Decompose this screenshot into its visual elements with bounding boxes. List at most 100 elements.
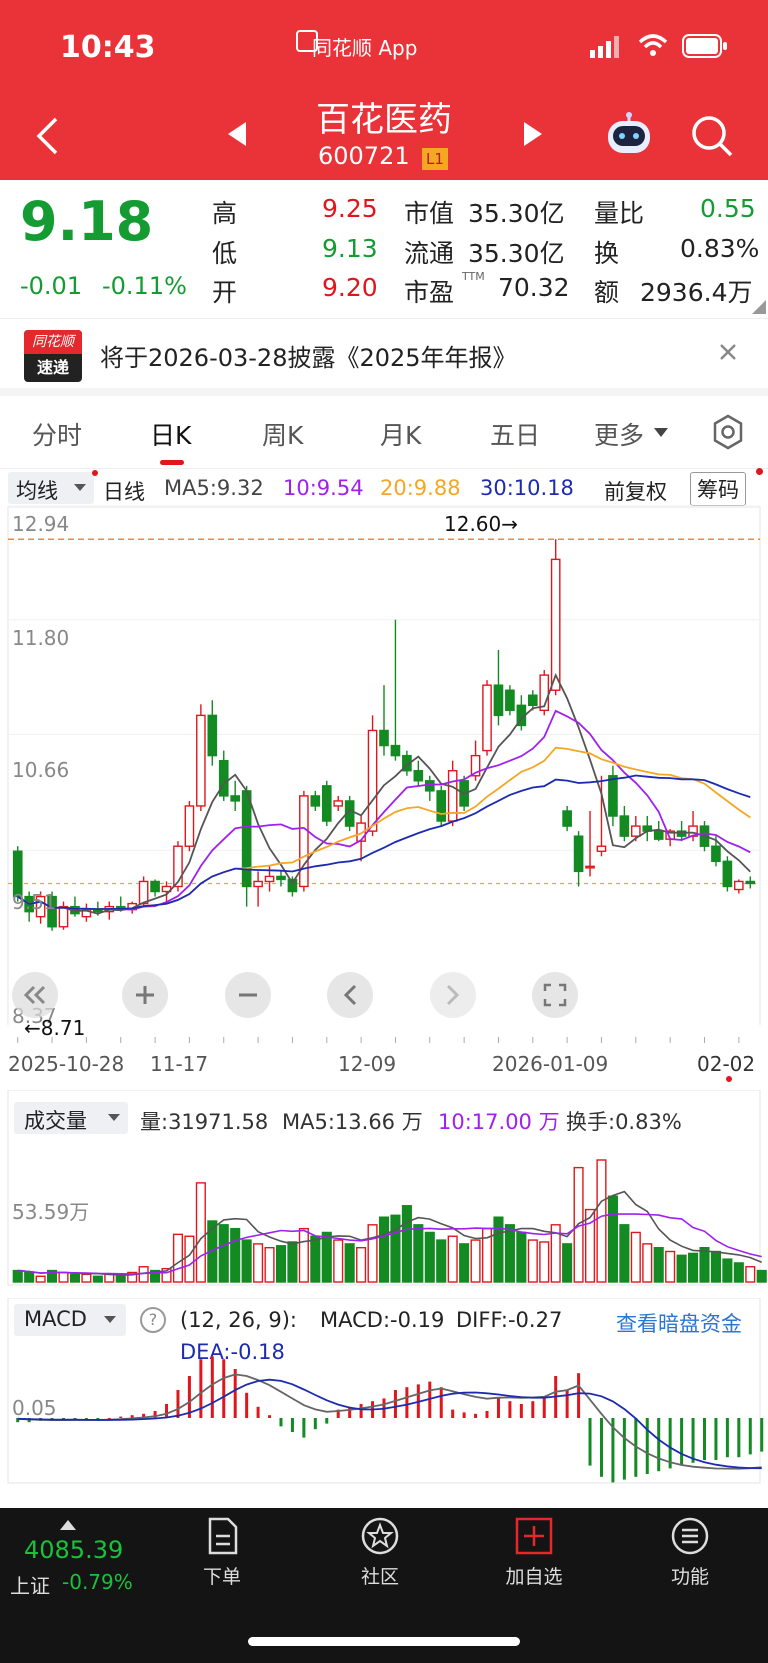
low-value: 9.13 <box>322 234 378 263</box>
high-value: 9.25 <box>322 194 378 223</box>
fullscreen-button[interactable] <box>532 972 578 1018</box>
x-label-1: 11-17 <box>150 1052 209 1076</box>
scroll-left-button[interactable] <box>12 972 58 1018</box>
volume-bar <box>161 1267 172 1283</box>
tab-five-day[interactable]: 五日 <box>490 421 541 450</box>
macd-bar <box>325 1418 329 1424</box>
volume-bar <box>92 1275 103 1283</box>
macd-bar <box>16 1418 20 1423</box>
candle-body <box>207 714 218 757</box>
macd-chart[interactable] <box>0 1298 768 1484</box>
ma20-value: 20:9.88 <box>380 476 461 500</box>
volume-value: 量:31971.58 <box>140 1110 269 1134</box>
robot-assistant-icon[interactable] <box>604 112 654 158</box>
candle-body <box>585 865 595 869</box>
expand-up-icon[interactable] <box>60 1520 76 1530</box>
volume-bar <box>253 1243 264 1283</box>
tab-monthly-k[interactable]: 月K <box>380 421 422 450</box>
zoom-in-button[interactable] <box>122 972 168 1018</box>
notice-text[interactable]: 将于2026-03-28披露《2025年年报》 <box>100 344 517 372</box>
float-label: 流通 <box>404 239 455 268</box>
prev-candle-button[interactable] <box>327 972 373 1018</box>
volume-bar <box>630 1231 641 1283</box>
float-value: 35.30亿 <box>468 239 565 268</box>
order-button[interactable]: 下单 <box>172 1516 272 1596</box>
prev-stock-icon[interactable] <box>226 120 248 148</box>
next-stock-icon[interactable] <box>522 120 544 148</box>
expand-corner-icon[interactable] <box>752 300 766 314</box>
candle-body <box>527 694 538 707</box>
status-time: 10:43 <box>60 30 156 65</box>
chevron-right-icon <box>446 984 460 1006</box>
volume-bar <box>607 1195 618 1283</box>
ma5-line <box>17 672 751 915</box>
kline-chart[interactable] <box>0 505 768 1025</box>
volume-ma10-line <box>17 1213 762 1275</box>
divider <box>0 318 768 319</box>
tab-weekly-k[interactable]: 周K <box>262 421 304 450</box>
divider <box>0 468 768 469</box>
candle-body <box>310 795 321 807</box>
volume-bar <box>493 1216 504 1283</box>
volume-bar <box>195 1182 206 1283</box>
volume-bar <box>539 1241 550 1283</box>
macd-bar <box>439 1387 443 1418</box>
macd-bar <box>96 1418 100 1420</box>
candle-body <box>367 729 378 832</box>
ma30-value: 30:10.18 <box>480 476 574 500</box>
change-pct: -0.11% <box>102 272 187 300</box>
volume-bar <box>241 1239 252 1283</box>
pe-ttm-sup: TTM <box>462 270 485 283</box>
macd-bar <box>737 1418 741 1458</box>
search-icon[interactable] <box>690 114 734 158</box>
candle-body <box>402 754 412 772</box>
volume-bar <box>47 1269 58 1283</box>
macd-bar <box>725 1418 729 1458</box>
volume-chart[interactable] <box>0 1090 768 1286</box>
mktcap-value: 35.30亿 <box>468 199 565 228</box>
amount-label: 额 <box>594 278 620 307</box>
macd-bar <box>359 1404 363 1418</box>
battery-icon <box>682 34 727 58</box>
macd-bar <box>542 1398 546 1418</box>
back-icon[interactable] <box>34 116 60 156</box>
add-watchlist-button[interactable]: 加自选 <box>484 1516 584 1596</box>
tab-more[interactable]: 更多 <box>594 421 645 450</box>
macd-bar <box>393 1390 397 1418</box>
community-button[interactable]: 社区 <box>330 1516 430 1596</box>
candle-body <box>184 805 195 847</box>
chips-button[interactable]: 筹码 <box>690 472 746 506</box>
index-value[interactable]: 4085.39 <box>24 1536 124 1564</box>
macd-lines <box>17 1373 762 1470</box>
tab-daily-k[interactable]: 日K <box>150 421 192 450</box>
status-app-name: 同花顺 App <box>312 36 418 60</box>
dark-pool-link[interactable]: 查看暗盘资金 <box>616 1312 742 1336</box>
close-icon[interactable] <box>718 342 738 362</box>
volume-ma-lines <box>17 1190 762 1276</box>
macd-bar <box>645 1418 649 1474</box>
candle-body <box>722 860 733 888</box>
volume-selector[interactable]: 成交量 <box>14 1102 128 1134</box>
volume-bar <box>470 1239 481 1283</box>
macd-selector[interactable]: MACD <box>14 1304 126 1336</box>
volume-bar <box>35 1275 46 1283</box>
x-axis-ticks <box>17 1037 740 1043</box>
volume-frame <box>7 1090 761 1286</box>
kline-grid <box>8 505 760 851</box>
more-caret-icon[interactable] <box>654 428 668 438</box>
macd-bar <box>199 1359 203 1418</box>
macd-bar <box>187 1376 191 1418</box>
macd-bar <box>565 1390 569 1418</box>
functions-button[interactable]: 功能 <box>640 1516 740 1596</box>
next-candle-button[interactable] <box>430 972 476 1018</box>
zoom-out-button[interactable] <box>225 972 271 1018</box>
help-icon[interactable]: ? <box>140 1307 166 1333</box>
tab-timeshare[interactable]: 分时 <box>32 421 83 450</box>
adjust-button[interactable]: 前复权 <box>604 480 667 504</box>
candle-body <box>573 835 584 873</box>
red-dot <box>92 470 98 476</box>
volume-bar <box>447 1235 458 1283</box>
ma-selector[interactable]: 均线 <box>8 472 94 504</box>
y-label-0: 12.94 <box>12 512 70 536</box>
settings-icon[interactable] <box>710 414 746 450</box>
